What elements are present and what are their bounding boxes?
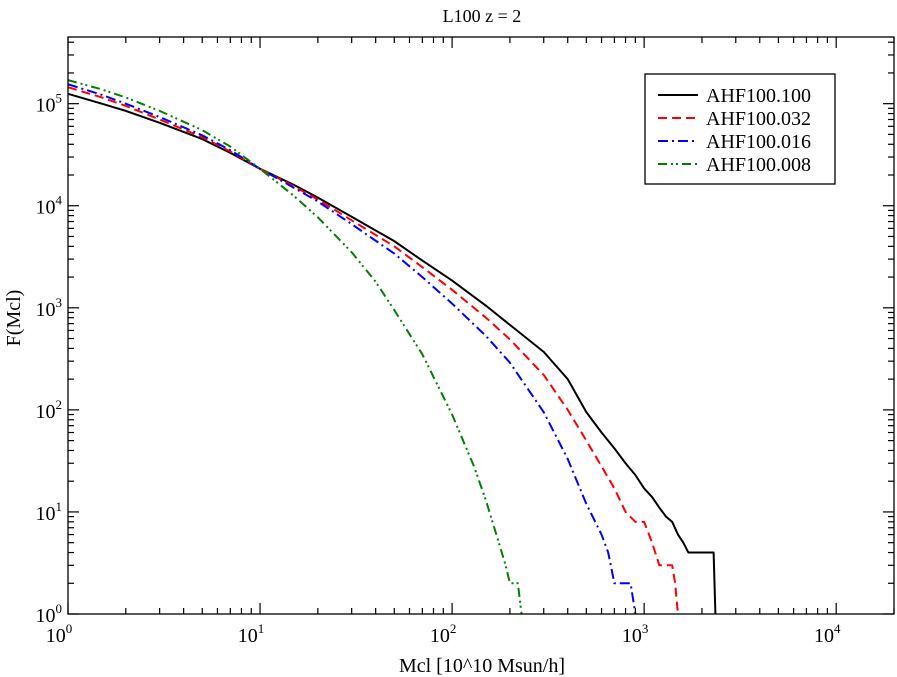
x-axis-label: Mcl [10^10 Msun/h]: [399, 655, 565, 677]
legend-label-4: AHF100.008: [706, 154, 811, 176]
tick-layer: [67, 37, 895, 615]
series-line-3: [67, 83, 637, 615]
legend-label-3: AHF100.016: [706, 131, 811, 153]
x-tick-label: 104: [814, 621, 841, 647]
y-tick-label: 103: [36, 295, 63, 321]
x-tick-label: 100: [46, 621, 73, 647]
x-tick-label: 102: [430, 621, 457, 647]
y-tick-labels: 100 101 102 103 104 105: [36, 91, 63, 627]
series-layer: [67, 79, 717, 615]
y-tick-label: 105: [36, 91, 63, 117]
legend-box: [644, 73, 836, 185]
x-tick-label: 101: [238, 621, 265, 647]
y-tick-label: 102: [36, 397, 63, 423]
series-line-2: [67, 86, 679, 615]
chart-title: L100 z = 2: [443, 6, 522, 26]
y-tick-label: 104: [36, 193, 63, 219]
x-tick-labels: 100 101 102 103 104: [46, 621, 841, 647]
y-tick-label: 100: [36, 601, 63, 627]
series-line-1: [67, 92, 717, 615]
y-tick-label: 101: [36, 499, 63, 525]
y-axis-label: F(Mcl): [3, 290, 25, 347]
x-tick-label: 103: [622, 621, 649, 647]
legend-label-2: AHF100.032: [706, 108, 811, 130]
series-line-4: [67, 79, 523, 615]
plot-frame: [67, 36, 895, 615]
legend-label-1: AHF100.100: [706, 85, 811, 107]
